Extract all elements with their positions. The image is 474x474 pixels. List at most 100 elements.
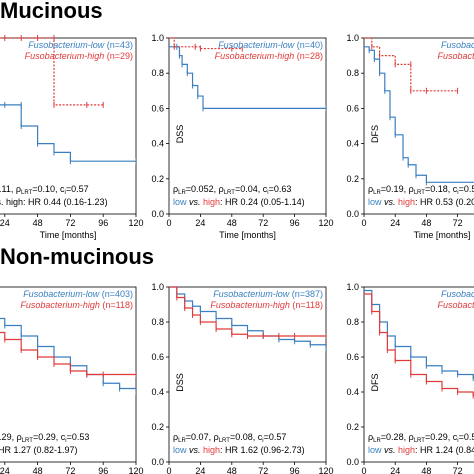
legend-count: (n=118) [100,300,133,310]
stats-text: ρ [409,432,414,442]
stats-text: =0.19, [381,184,409,194]
y-tick-label: 0.4 [346,139,359,149]
hazard-ratio-part: : HR 0.53 (0.20-1 [415,197,474,207]
stats-text: c [60,184,65,194]
hazard-ratio-part: : HR 1.27 (0.82-1.97) [0,445,78,455]
stats-text: =0.04, [235,184,263,194]
x-axis-label: Time [months] [40,230,97,240]
x-tick-label: 0 [166,218,171,228]
stats-text: c [61,432,66,442]
y-tick-label: 0.8 [346,68,359,78]
hazard-ratio-text: low vs. high: HR 0.53 (0.20-1 [368,197,474,207]
stats-annotation: ρLR=0.28, ρLRT=0.29, ci=0.53 [368,432,474,444]
stats-text: =0.57 [264,432,287,442]
stats-text: =0.29, [0,432,17,442]
stats-text: ρ [368,432,373,442]
x-tick-label: 120 [318,218,333,228]
stats-subscript: i [267,190,268,196]
x-tick-label: 72 [453,218,463,228]
stats-text: =0.18, [425,184,453,194]
stats-subscript: LRT [414,190,426,196]
hazard-ratio-part: : HR 1.24 (0.84- [415,445,474,455]
x-tick-label: 96 [98,466,108,474]
series-group [169,37,326,112]
stats-text: c [258,432,263,442]
y-tick-label: 0.6 [346,103,359,113]
series-group [0,35,136,165]
legend-label: Fusobacterium-high [437,300,474,310]
y-tick-label: 0.8 [151,317,164,327]
legend-entry-low: Fusobacterium-low (n=387) [213,289,323,299]
x-tick-label: 48 [227,466,237,474]
stats-subscript: LRT [224,190,236,196]
y-axis-label: DSS [175,373,185,392]
hazard-ratio-part: low [368,445,382,455]
stats-annotation: ρLR=0.052, ρLRT=0.04, ci=0.63 [173,184,291,196]
stats-text: ρ [17,432,22,442]
y-tick-label: 1.0 [151,33,164,43]
hazard-ratio-text: low vs. high: HR 0.44 (0.16-1.23) [0,197,108,207]
stats-text: =0.07, [186,432,214,442]
hazard-ratio-part: vs. [187,445,204,455]
axes-frame [168,37,327,215]
stats-subscript: i [65,438,66,444]
stats-text: =0.63 [269,184,292,194]
stats-text: ρ [219,184,224,194]
legend-label: Fusobacterium-high [210,300,290,310]
legend-label: Fusobacterium-high [25,51,105,61]
group-title-non-mucinous: Non-mucinous [0,244,154,269]
legend-label: Fusobacterium-low [441,40,474,50]
y-tick-label: 0.6 [151,352,164,362]
legend-count: (n=43) [104,40,133,50]
y-tick-label: 0.2 [151,174,164,184]
x-tick-label: 0 [361,218,366,228]
series-group [169,286,326,352]
y-axis-label: DSS [175,125,185,144]
stats-text: ρ [214,432,219,442]
hazard-ratio-part: low vs. high: HR 0.44 (0.16-1.23) [0,197,108,207]
hazard-ratio-part: low [173,197,187,207]
hazard-ratio-text: low vs. high: HR 1.62 (0.96-2.73) [173,445,305,455]
x-axis-label: Time [months] [414,230,471,240]
stats-text: c [263,184,268,194]
x-tick-label: 48 [421,466,431,474]
x-tick-label: 48 [227,218,237,228]
panel-mucinous-os: 24 48 72 96 120 Time [months] Fusobacterium-lo… [0,35,144,240]
hazard-ratio-part: vs. [382,445,399,455]
y-tick-label: 0.2 [151,422,164,432]
legend-label: Fusobacterium-high [437,51,474,61]
hazard-ratio-part: vs. [187,197,204,207]
y-axis-label: DFS [370,374,380,392]
hazard-ratio-part: high [203,445,220,455]
panel-mucinous-dss: 0 24 48 72 96 120 0.0 0.2 0.4 0.6 0.8 1.0 Time [mont… [151,33,333,240]
axes-frame [168,286,327,463]
stats-text: =0.56 [459,184,474,194]
stats-text: ρ [409,184,414,194]
hazard-ratio-part: low [368,197,382,207]
hazard-ratio-part: vs. [382,197,399,207]
stats-text: c [453,184,458,194]
axes-frame [363,37,474,215]
x-tick-label: 48 [33,218,43,228]
stats-text: =0.53 [459,432,474,442]
x-axis-label: Time [months] [219,230,276,240]
stats-text: ρ [173,432,178,442]
stats-text: =0.052, [186,184,219,194]
hazard-ratio-part: high [203,197,220,207]
panel-mucinous-dfs: 0 24 48 72 0.0 0.2 0.4 0.6 0.8 1.0 Time [months] DF… [346,33,474,240]
legend-count: (n=118) [290,300,323,310]
stats-text: =0.10, [32,184,60,194]
stats-subscript: LR [373,190,381,196]
stats-text: =0.28, [381,432,409,442]
x-tick-label: 0 [166,466,171,474]
stats-text: ρ [16,184,21,194]
x-tick-label: 120 [128,466,143,474]
y-tick-label: 0.2 [346,174,359,184]
legend-label: Fusobacterium-high [215,51,295,61]
x-tick-label: 72 [258,218,268,228]
group-title-mucinous: Mucinous [0,0,103,23]
x-tick-label: 24 [195,218,205,228]
